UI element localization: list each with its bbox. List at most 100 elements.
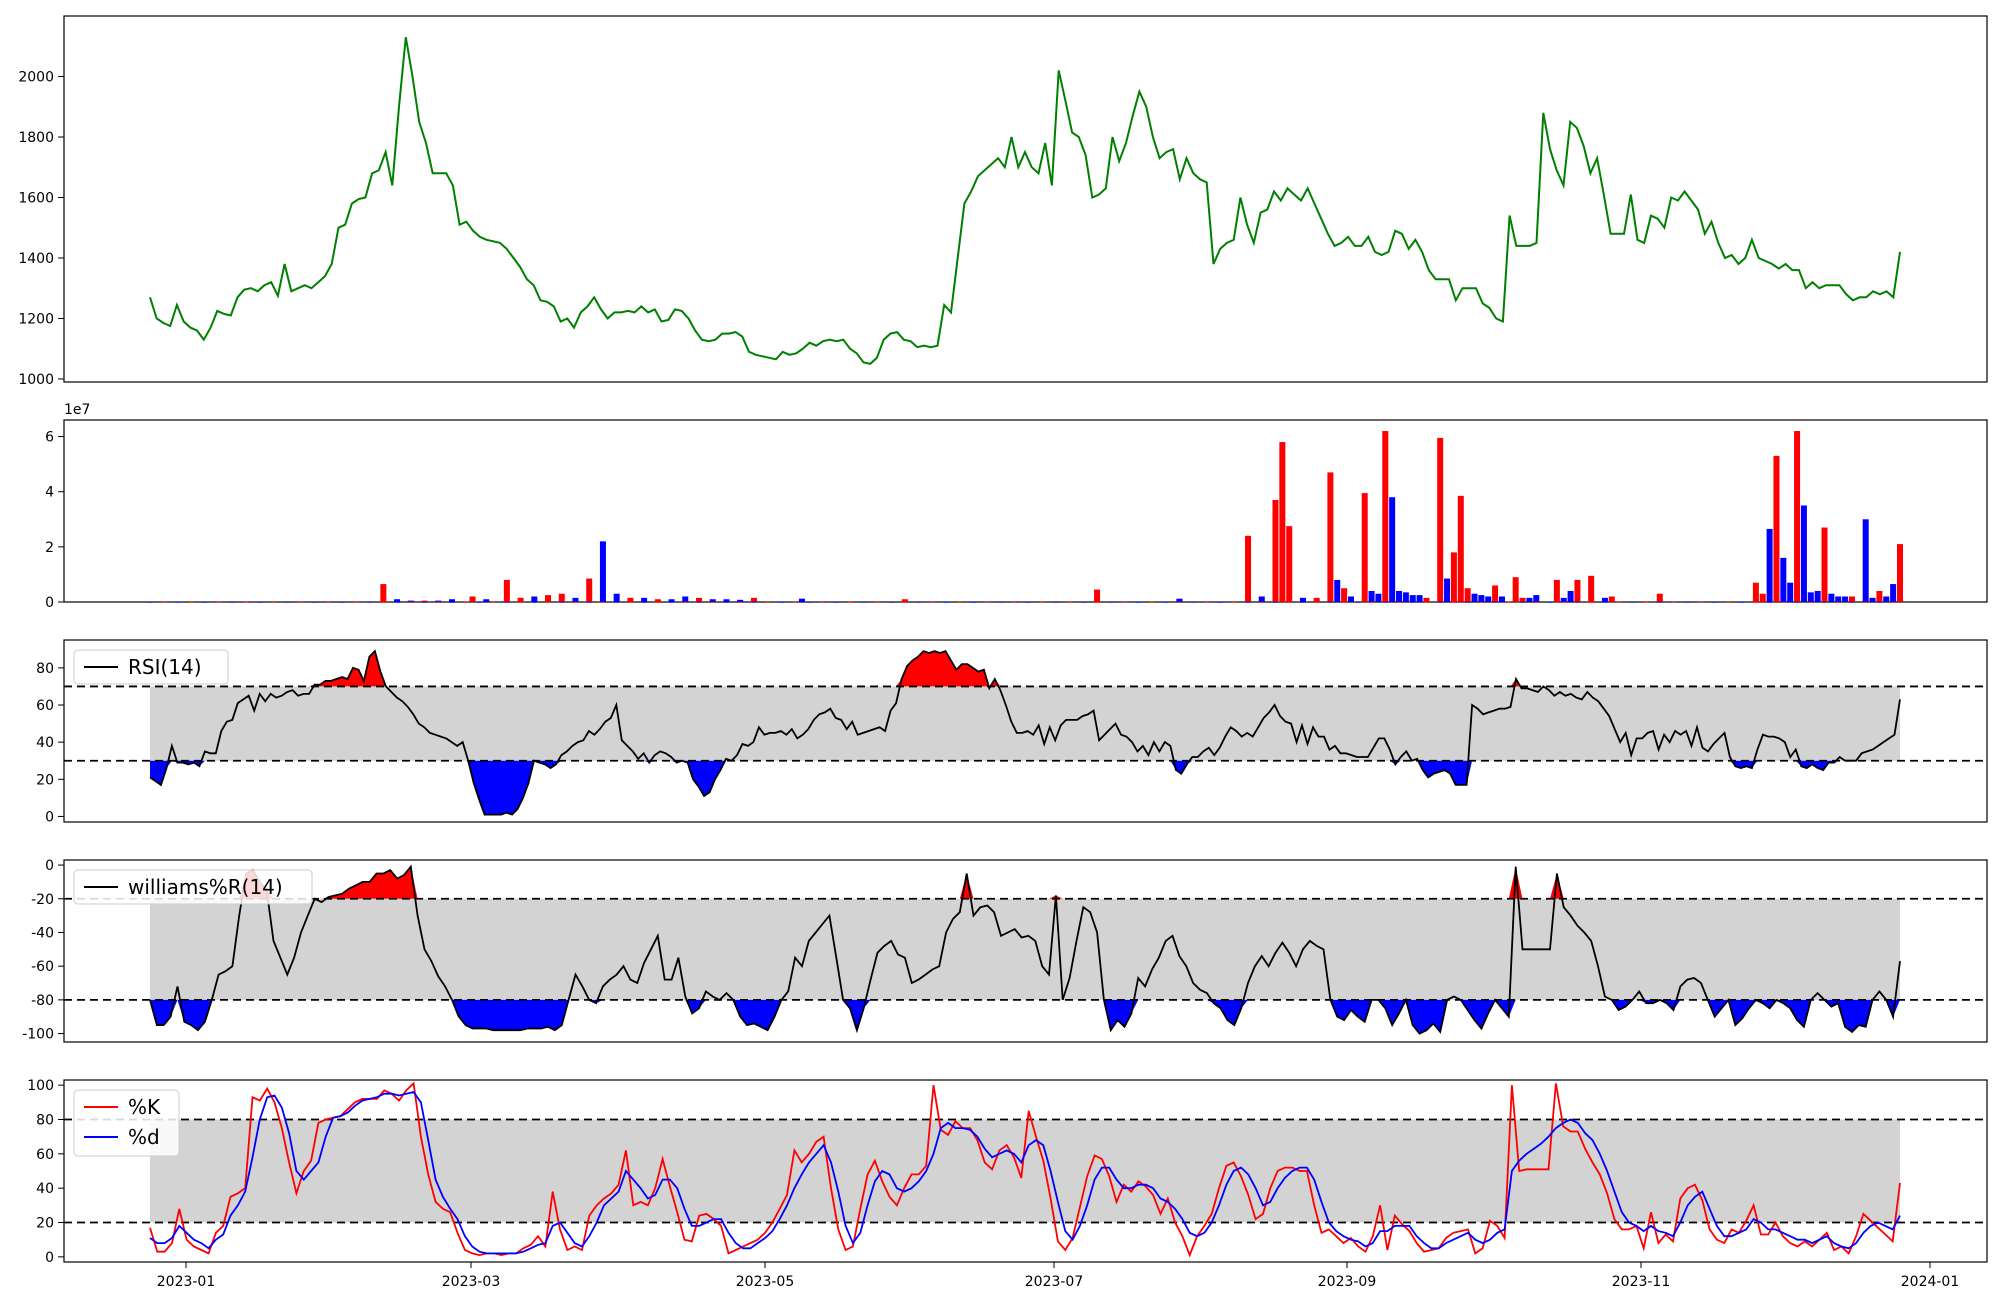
volume-bar: [189, 601, 194, 603]
volume-bar: [1814, 590, 1821, 602]
volume-bar: [1574, 579, 1581, 602]
volume-bar: [889, 601, 894, 603]
volume-bar: [1026, 601, 1031, 603]
volume-bar: [408, 601, 413, 603]
volume-bar: [1136, 601, 1141, 603]
volume-bar: [1534, 601, 1539, 603]
volume-bar: [723, 599, 730, 602]
volume-bar: [1781, 601, 1786, 603]
volume-bar: [957, 601, 962, 603]
volume-bar: [463, 601, 468, 603]
volume-bar: [1492, 585, 1499, 602]
overbought-fill: [150, 651, 1900, 687]
panel-frame-2: [63, 639, 1988, 823]
volume-bar: [1094, 589, 1101, 602]
volume-bar: [491, 601, 496, 603]
volume-bar: [1341, 588, 1348, 602]
volume-bar: [750, 597, 757, 602]
y-tick-label-0-5: 2000: [18, 69, 54, 85]
volume-bar: [449, 601, 454, 603]
volume-bar: [1560, 597, 1567, 602]
volume-bar: [944, 601, 949, 603]
volume-bar: [1602, 601, 1607, 603]
volume-bar: [628, 601, 633, 603]
volume-bar: [798, 598, 805, 602]
volume-bar: [1258, 596, 1265, 602]
volume-bar: [1657, 601, 1662, 603]
legend-label: %K: [128, 1095, 161, 1119]
volume-bar: [503, 579, 510, 602]
volume-bar: [1314, 601, 1319, 603]
volume-bar: [1067, 601, 1072, 603]
volume-bar: [641, 597, 648, 602]
volume-bar: [587, 601, 592, 603]
volume-bar: [230, 601, 235, 603]
indicator-line: [149, 864, 1901, 1035]
volume-bar: [820, 601, 825, 603]
volume-bar: [367, 601, 372, 603]
volume-bar: [436, 601, 441, 603]
volume-bar: [1828, 593, 1835, 602]
volume-bar: [380, 584, 387, 602]
volume-bar: [724, 601, 729, 603]
panel-frame-0: [63, 15, 1988, 383]
volume-bar: [1863, 601, 1868, 603]
band-fill: [150, 898, 1900, 1000]
volume-bar: [737, 599, 744, 602]
volume-bar: [1108, 601, 1113, 603]
volume-bar: [916, 601, 921, 603]
volume-bar: [1410, 601, 1415, 603]
volume-bar: [1794, 431, 1801, 602]
volume-bar: [1862, 519, 1869, 602]
x-tick-label: 2023-03: [442, 1274, 501, 1290]
stochastic-line-d: [149, 1090, 1901, 1255]
volume-bar: [558, 593, 565, 602]
volume-bar: [1232, 601, 1237, 603]
volume-bar: [518, 601, 523, 603]
volume-bar: [738, 601, 743, 603]
volume-bar: [1464, 588, 1471, 602]
volume-bar: [1608, 596, 1615, 602]
volume-bar: [765, 601, 770, 603]
volume-bar: [483, 599, 490, 602]
x-tick-label: 2023-09: [1318, 1274, 1377, 1290]
volume-bar: [1397, 601, 1402, 603]
volume-bar: [1493, 601, 1498, 603]
y-tick-label-3-0: -100: [22, 1027, 54, 1043]
volume-bar: [1766, 528, 1773, 602]
y-tick-label-1-0: 0: [45, 595, 54, 611]
x-tick-label: 2023-07: [1025, 1274, 1084, 1290]
volume-bar: [1836, 601, 1841, 603]
volume-bar: [710, 601, 715, 603]
volume-bar: [1767, 601, 1772, 603]
legend-label: %d: [128, 1125, 160, 1149]
volume-bar: [1498, 596, 1505, 602]
volume-bar: [1383, 601, 1388, 603]
volume-bar: [654, 599, 661, 602]
volume-bar: [1313, 597, 1320, 602]
volume-bar: [627, 597, 634, 602]
legend-label: RSI(14): [128, 655, 202, 679]
volume-bar: [1726, 601, 1731, 603]
volume-bar: [1327, 472, 1334, 602]
volume-bar: [559, 601, 564, 603]
volume-bar: [971, 601, 976, 603]
volume-bar: [1512, 577, 1519, 602]
volume-bar: [683, 601, 688, 603]
volume-bar: [573, 601, 578, 603]
volume-bar: [779, 601, 784, 603]
volume-bar: [793, 601, 798, 603]
volume-bar: [1753, 601, 1758, 603]
volume-bar: [1438, 601, 1443, 603]
volume-bar: [504, 601, 509, 603]
volume-bar: [1519, 597, 1526, 602]
x-tick-label: 2023-11: [1612, 1274, 1671, 1290]
y-tick-label-1-3: 6: [45, 430, 54, 446]
volume-bar: [1780, 557, 1787, 602]
volume-bar: [1273, 601, 1278, 603]
volume-bar: [1800, 505, 1807, 602]
volume-bar: [1807, 592, 1814, 602]
volume-bar: [1053, 601, 1058, 603]
y-tick-label-3-5: 0: [45, 858, 54, 874]
y-tick-label-0-4: 1800: [18, 130, 54, 146]
